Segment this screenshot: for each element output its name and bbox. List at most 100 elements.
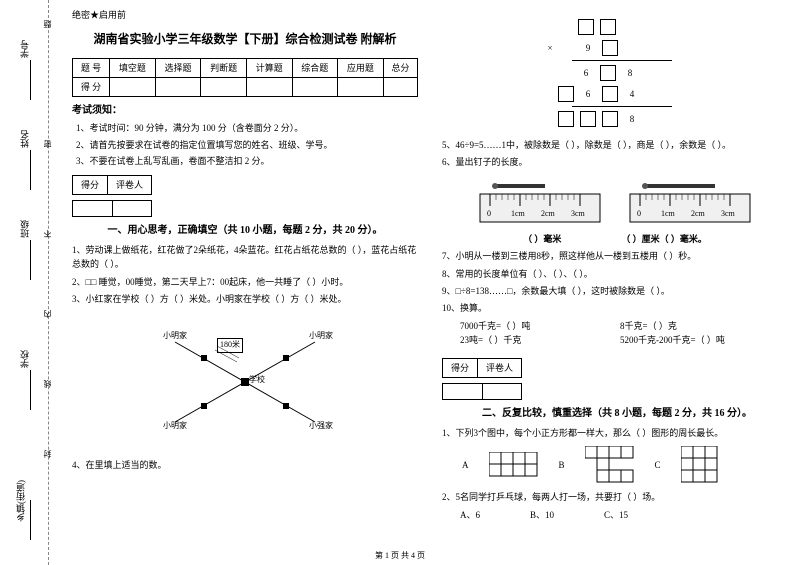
confidential-mark: 绝密★启用前 [72, 8, 418, 22]
table-header: 总分 [383, 58, 417, 77]
section1-title: 一、用心思考，正确填空（共 10 小题，每题 2 分，共 20 分）。 [72, 223, 418, 239]
option: C、15 [604, 508, 628, 522]
diagram-label: 小明家 [163, 330, 187, 343]
ruler-tick: 0 [637, 208, 641, 221]
margin-label: 姓名 [18, 130, 31, 148]
ruler-tick: 3cm [721, 208, 735, 221]
grader-blank [442, 383, 522, 400]
ruler-row: 0 1cm 2cm 3cm [442, 176, 788, 226]
question: 2、5名同学打乒乓球，每两人打一场，共要打（ ）场。 [442, 490, 788, 504]
ruler-svg [625, 176, 755, 226]
notice-item: 1、考试时间：90 分钟，满分为 100 分（含卷面分 2 分）。 [76, 121, 418, 135]
diagram-label: 180米 [217, 338, 243, 353]
blank-box [580, 111, 596, 127]
table-row: 得 分 [73, 77, 418, 96]
conversion-item: 5200千克-200千克=（ ）吨 [620, 333, 725, 347]
digit: 6 [580, 87, 596, 101]
blank-cell [73, 200, 113, 216]
score-cell: 得分 [442, 358, 478, 378]
notice-item: 2、请首先按要求在试卷的指定位置填写您的姓名、班级、学号。 [76, 138, 418, 152]
seal-mark: 封 [42, 450, 53, 458]
digit: 4 [624, 87, 640, 101]
option-label: B [559, 458, 565, 472]
seal-mark: 题 [42, 20, 53, 28]
page-content: 绝密★启用前 湖南省实验小学三年级数学【下册】综合检测试卷 附解析 题 号 填空… [60, 0, 800, 565]
mult-row: 6 8 [542, 64, 788, 82]
conversion-list: 7000千克=（ ）吨 8千克=（ ）克 23吨=（ ）千克 5200千克-20… [460, 319, 788, 348]
option: A、6 [460, 508, 480, 522]
seal-mark: 不 [42, 230, 53, 238]
question: 9、□÷8=138……□，余数最大填（ ），这时被除数是（ ）。 [442, 284, 788, 298]
notice-list: 1、考试时间：90 分钟，满分为 100 分（含卷面分 2 分）。 2、请首先按… [76, 121, 418, 168]
ruler-tick: 2cm [691, 208, 705, 221]
question: 5、46÷9=5……1中，被除数是（ ），除数是（ ），商是（ ），余数是（ ）… [442, 138, 788, 152]
question: 7、小明从一楼到三楼用8秒，照这样他从一楼到五楼用（ ）秒。 [442, 249, 788, 263]
mult-row: × 9 [542, 39, 788, 57]
diagram-label: 小明家 [163, 420, 187, 433]
binding-margin: 学号 姓名 班级 学校 乡镇(街道) 题 密 不 内 线 封 [0, 0, 55, 565]
table-header: 题 号 [73, 58, 110, 77]
score-cell: 得分 [72, 175, 108, 195]
margin-underline [30, 150, 31, 190]
grader-box: 得分 评卷人 [442, 358, 788, 378]
seal-mark: 内 [42, 310, 53, 318]
table-header: 判断题 [201, 58, 247, 77]
notice-heading: 考试须知： [72, 103, 418, 119]
grader-blank [72, 200, 152, 217]
question: 6、量出钉子的长度。 [442, 155, 788, 169]
table-cell: 得 分 [73, 77, 110, 96]
left-column: 绝密★启用前 湖南省实验小学三年级数学【下册】综合检测试卷 附解析 题 号 填空… [60, 0, 430, 565]
shape-options: A B C [462, 446, 788, 484]
section2-title: 二、反复比较，慎重选择（共 8 小题，每题 2 分，共 16 分）。 [482, 406, 788, 422]
conversion-item: 8千克=（ ）克 [620, 319, 677, 333]
margin-label: 乡镇(街道) [14, 480, 27, 522]
blank-box [602, 86, 618, 102]
rule-line [572, 106, 672, 107]
multiply-sign: × [542, 41, 558, 55]
option-row: A、6 B、10 C、15 [460, 508, 788, 522]
score-table: 题 号 填空题 选择题 判断题 计算题 综合题 应用题 总分 得 分 [72, 58, 418, 98]
ruler-tick: 3cm [571, 208, 585, 221]
margin-underline [30, 500, 31, 540]
question: 10、换算。 [442, 301, 788, 315]
blank-box [558, 111, 574, 127]
table-row: 题 号 填空题 选择题 判断题 计算题 综合题 应用题 总分 [73, 58, 418, 77]
option-label: C [655, 458, 661, 472]
blank-box [600, 65, 616, 81]
table-cell [155, 77, 201, 96]
shape-b-icon [585, 446, 635, 484]
ruler: 0 1cm 2cm 3cm [475, 176, 605, 226]
right-column: × 9 6 8 6 4 [430, 0, 800, 565]
shape-c-icon [681, 446, 719, 484]
margin-underline [30, 370, 31, 410]
blank-box [578, 19, 594, 35]
answer-blank: （ ）厘米（ ）毫米。 [621, 232, 707, 246]
conversion-row: 23吨=（ ）千克 5200千克-200千克=（ ）吨 [460, 333, 788, 347]
blank-box [602, 40, 618, 56]
digit: 9 [580, 41, 596, 55]
diagram-label: 小强家 [309, 420, 333, 433]
page-footer: 第 1 页 共 4 页 [0, 550, 800, 561]
ruler-tick: 1cm [661, 208, 675, 221]
ruler-tick: 2cm [541, 208, 555, 221]
blank-cell [443, 383, 483, 399]
option-label: A [462, 458, 469, 472]
blank-box [558, 86, 574, 102]
margin-underline [30, 240, 31, 280]
blank-box [602, 111, 618, 127]
table-cell [246, 77, 292, 96]
question: 8、常用的长度单位有（ ）、（ ）、（ ）。 [442, 267, 788, 281]
table-cell [201, 77, 247, 96]
conversion-item: 7000千克=（ ）吨 [460, 319, 620, 333]
question: 4、在里填上适当的数。 [72, 458, 418, 472]
diagram-label: 小明家 [309, 330, 333, 343]
question: 3、小红家在学校（ ）方（ ）米处。小明家在学校（ ）方（ ）米处。 [72, 292, 418, 306]
question: 1、劳动课上做纸花，红花做了2朵纸花，4朵蓝花。红花占纸花总数的（ ），蓝花占纸… [72, 243, 418, 272]
conversion-item: 23吨=（ ）千克 [460, 333, 620, 347]
table-header: 选择题 [155, 58, 201, 77]
conversion-row: 7000千克=（ ）吨 8千克=（ ）克 [460, 319, 788, 333]
blank-box [600, 19, 616, 35]
table-cell [110, 77, 156, 96]
blank-cell [112, 200, 152, 216]
ruler: 0 1cm 2cm 3cm [625, 176, 755, 226]
